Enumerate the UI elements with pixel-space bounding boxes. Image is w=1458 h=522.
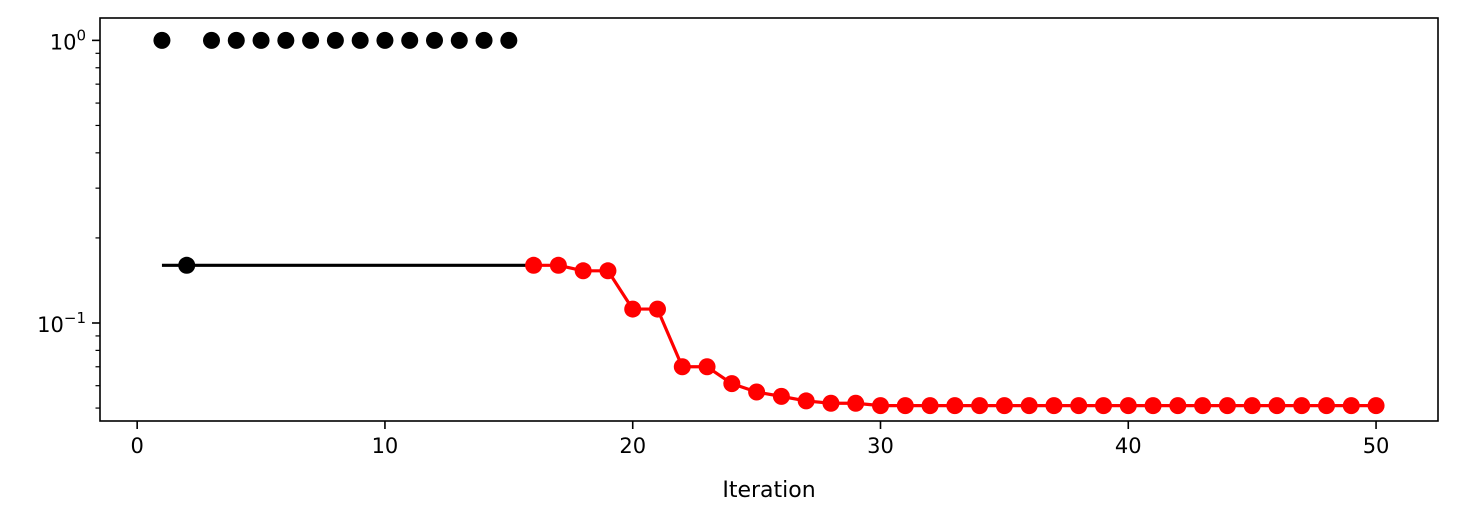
data-point xyxy=(673,358,691,376)
x-axis: 0 10 20 30 40 50 xyxy=(130,421,1389,458)
data-point xyxy=(549,256,567,274)
x-tick-label: 50 xyxy=(1363,434,1390,458)
data-point xyxy=(153,31,171,49)
x-tick-label: 40 xyxy=(1115,434,1142,458)
data-point xyxy=(698,358,716,376)
data-point xyxy=(450,31,468,49)
x-tick-label: 20 xyxy=(619,434,646,458)
data-point xyxy=(426,31,443,49)
data-point xyxy=(1342,397,1360,415)
data-point xyxy=(896,397,914,415)
data-point xyxy=(649,300,666,318)
x-tick-label: 10 xyxy=(372,434,399,458)
data-point xyxy=(227,31,245,49)
data-point xyxy=(178,256,196,274)
data-point xyxy=(1293,397,1311,415)
data-point xyxy=(1119,397,1137,415)
data-point xyxy=(1045,397,1063,415)
data-point xyxy=(624,300,642,318)
y-tick-label: 10−1 xyxy=(37,309,86,337)
data-point xyxy=(599,262,617,280)
data-point xyxy=(921,397,939,415)
y-tick-label: 100 xyxy=(50,26,86,54)
data-point xyxy=(574,262,592,280)
data-point xyxy=(971,397,989,415)
x-tick-label: 0 xyxy=(130,434,143,458)
data-point xyxy=(748,383,766,401)
data-point xyxy=(772,387,790,405)
data-point xyxy=(1243,397,1261,415)
data-point xyxy=(872,397,889,415)
data-point xyxy=(525,256,543,274)
data-point xyxy=(1144,397,1162,415)
series-3 xyxy=(525,256,1385,415)
data-point xyxy=(995,397,1013,415)
data-point xyxy=(1169,397,1187,415)
plot-frame xyxy=(99,17,1439,422)
data-point xyxy=(326,31,344,49)
data-point xyxy=(1218,397,1236,415)
data-point xyxy=(1367,397,1385,415)
data-point xyxy=(1194,397,1212,415)
data-point xyxy=(1020,397,1038,415)
data-point xyxy=(475,31,493,49)
data-point xyxy=(847,394,865,412)
series-2 xyxy=(178,256,196,274)
data-point xyxy=(203,31,220,49)
data-point xyxy=(500,31,518,49)
data-point xyxy=(252,31,270,49)
x-axis-label: Iteration xyxy=(722,478,815,503)
data-point xyxy=(1268,397,1286,415)
plot-marks xyxy=(153,31,1385,415)
series-0 xyxy=(153,31,518,49)
data-point xyxy=(376,31,394,49)
data-point xyxy=(1095,397,1112,415)
y-axis: 100 10−1 xyxy=(37,26,100,409)
data-point xyxy=(351,31,369,49)
data-point xyxy=(723,375,741,393)
data-point xyxy=(277,31,295,49)
data-point xyxy=(797,392,815,410)
data-point xyxy=(302,31,320,49)
data-point xyxy=(1070,397,1088,415)
data-point xyxy=(946,397,964,415)
data-point xyxy=(822,394,840,412)
x-tick-label: 30 xyxy=(867,434,894,458)
data-point xyxy=(401,31,419,49)
data-point xyxy=(1318,397,1335,415)
